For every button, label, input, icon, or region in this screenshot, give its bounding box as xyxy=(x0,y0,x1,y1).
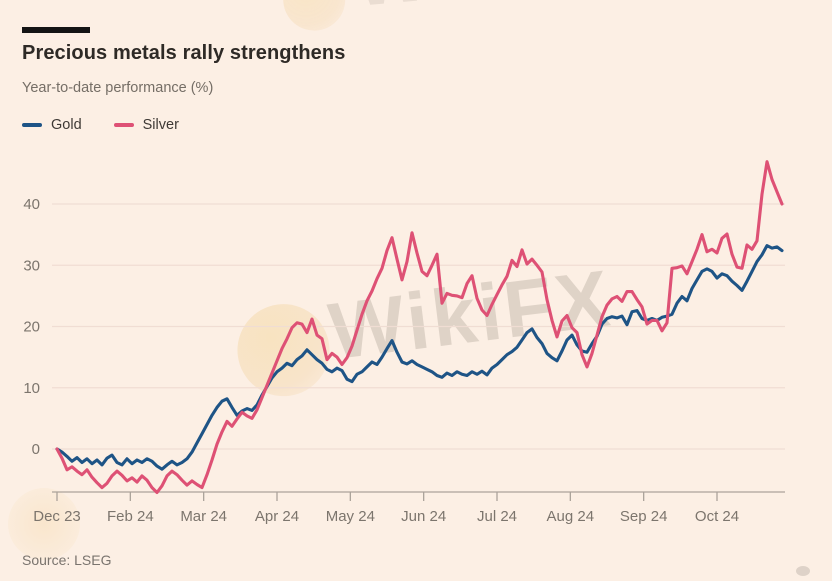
silver-line xyxy=(55,160,784,495)
source-note: Source: LSEG xyxy=(22,552,112,568)
x-tick-label: Apr 24 xyxy=(255,508,299,525)
x-tick-label: Mar 24 xyxy=(180,508,227,525)
y-tick-label: 0 xyxy=(32,441,40,458)
x-tick-label: Sep 24 xyxy=(620,508,668,525)
legend-item-gold: Gold xyxy=(22,117,82,133)
legend-label-silver: Silver xyxy=(142,117,179,133)
x-tick-label: Aug 24 xyxy=(547,508,595,525)
x-tick-label: May 24 xyxy=(326,508,375,525)
x-tick-label: Feb 24 xyxy=(107,508,154,525)
y-tick-label: 30 xyxy=(23,257,40,274)
legend-item-silver: Silver xyxy=(113,117,179,133)
x-tick-label: Jul 24 xyxy=(477,508,517,525)
y-tick-label: 20 xyxy=(23,319,40,336)
gold-line xyxy=(55,244,784,471)
x-tick-label: Oct 24 xyxy=(695,508,739,525)
legend: Gold Silver xyxy=(22,117,179,133)
chart-subtitle: Year-to-date performance (%) xyxy=(22,80,214,96)
legend-label-gold: Gold xyxy=(51,117,82,133)
page-title: Precious metals rally strengthens xyxy=(22,42,346,64)
silver-line-swatch-icon xyxy=(113,123,134,127)
title-rule xyxy=(22,27,90,33)
x-tick-label: Dec 23 xyxy=(33,508,81,525)
y-tick-label: 40 xyxy=(23,196,40,213)
x-tick-label: Jun 24 xyxy=(401,508,446,525)
gold-line-swatch-icon xyxy=(22,123,42,127)
y-tick-label: 10 xyxy=(23,380,40,397)
